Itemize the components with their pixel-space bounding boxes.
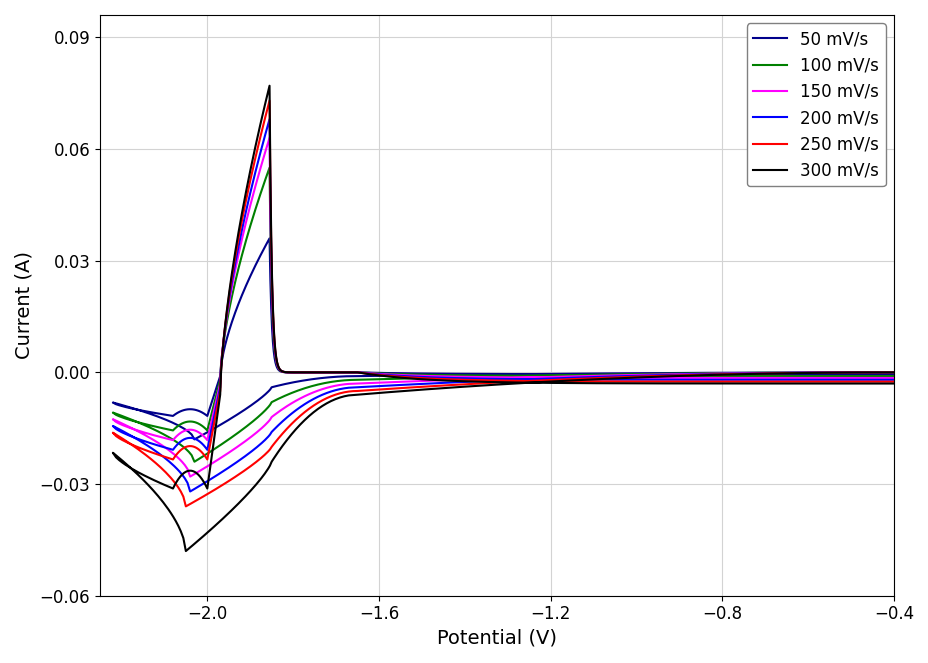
Line: 100 mV/s: 100 mV/s — [113, 168, 893, 461]
100 mV/s — [142, 421, 153, 429]
200 mV/s — [599, 376, 611, 384]
150 mV/s — [604, 374, 615, 382]
100 mV/s — [183, 448, 194, 455]
X-axis label: Potential (V): Potential (V) — [436, 629, 557, 648]
300 mV/s — [264, 82, 275, 90]
250 mV/s — [264, 97, 275, 105]
200 mV/s — [887, 369, 898, 377]
50 mV/s — [887, 369, 898, 377]
150 mV/s — [707, 370, 718, 378]
150 mV/s — [599, 374, 611, 382]
200 mV/s — [264, 115, 275, 123]
150 mV/s — [185, 473, 196, 481]
Line: 300 mV/s: 300 mV/s — [113, 86, 893, 551]
50 mV/s — [264, 235, 275, 243]
100 mV/s — [887, 372, 898, 380]
250 mV/s — [180, 503, 191, 511]
Legend: 50 mV/s, 100 mV/s, 150 mV/s, 200 mV/s, 250 mV/s, 300 mV/s: 50 mV/s, 100 mV/s, 150 mV/s, 200 mV/s, 2… — [746, 23, 884, 186]
300 mV/s — [180, 547, 191, 555]
200 mV/s — [286, 369, 297, 377]
Line: 50 mV/s: 50 mV/s — [113, 239, 893, 440]
250 mV/s — [286, 369, 297, 377]
250 mV/s — [707, 371, 718, 379]
100 mV/s — [707, 369, 718, 377]
50 mV/s — [604, 370, 615, 378]
100 mV/s — [264, 164, 275, 172]
150 mV/s — [264, 134, 275, 142]
300 mV/s — [887, 369, 898, 377]
150 mV/s — [887, 369, 898, 377]
100 mV/s — [188, 457, 200, 465]
150 mV/s — [286, 369, 297, 377]
300 mV/s — [604, 379, 615, 387]
200 mV/s — [185, 487, 196, 495]
300 mV/s — [887, 379, 898, 387]
250 mV/s — [599, 377, 611, 385]
100 mV/s — [599, 372, 611, 380]
250 mV/s — [887, 369, 898, 377]
50 mV/s — [707, 369, 718, 377]
250 mV/s — [604, 377, 615, 385]
50 mV/s — [142, 408, 153, 416]
Line: 200 mV/s: 200 mV/s — [113, 119, 893, 491]
300 mV/s — [175, 527, 187, 535]
Line: 150 mV/s: 150 mV/s — [113, 138, 893, 477]
200 mV/s — [707, 370, 718, 378]
200 mV/s — [887, 376, 898, 384]
Line: 250 mV/s: 250 mV/s — [113, 101, 893, 507]
150 mV/s — [142, 430, 153, 438]
300 mV/s — [142, 473, 153, 481]
300 mV/s — [707, 371, 718, 379]
200 mV/s — [179, 474, 190, 482]
100 mV/s — [887, 369, 898, 377]
50 mV/s — [599, 370, 611, 378]
100 mV/s — [286, 369, 297, 377]
250 mV/s — [175, 487, 187, 495]
50 mV/s — [887, 370, 898, 378]
250 mV/s — [887, 378, 898, 386]
100 mV/s — [604, 372, 615, 380]
Y-axis label: Current (A): Current (A) — [15, 251, 34, 359]
50 mV/s — [286, 369, 297, 377]
300 mV/s — [599, 379, 611, 387]
300 mV/s — [286, 369, 297, 377]
250 mV/s — [142, 447, 153, 455]
50 mV/s — [188, 436, 200, 444]
150 mV/s — [887, 374, 898, 382]
150 mV/s — [179, 461, 190, 469]
200 mV/s — [142, 438, 153, 446]
200 mV/s — [604, 376, 615, 384]
50 mV/s — [183, 428, 194, 436]
